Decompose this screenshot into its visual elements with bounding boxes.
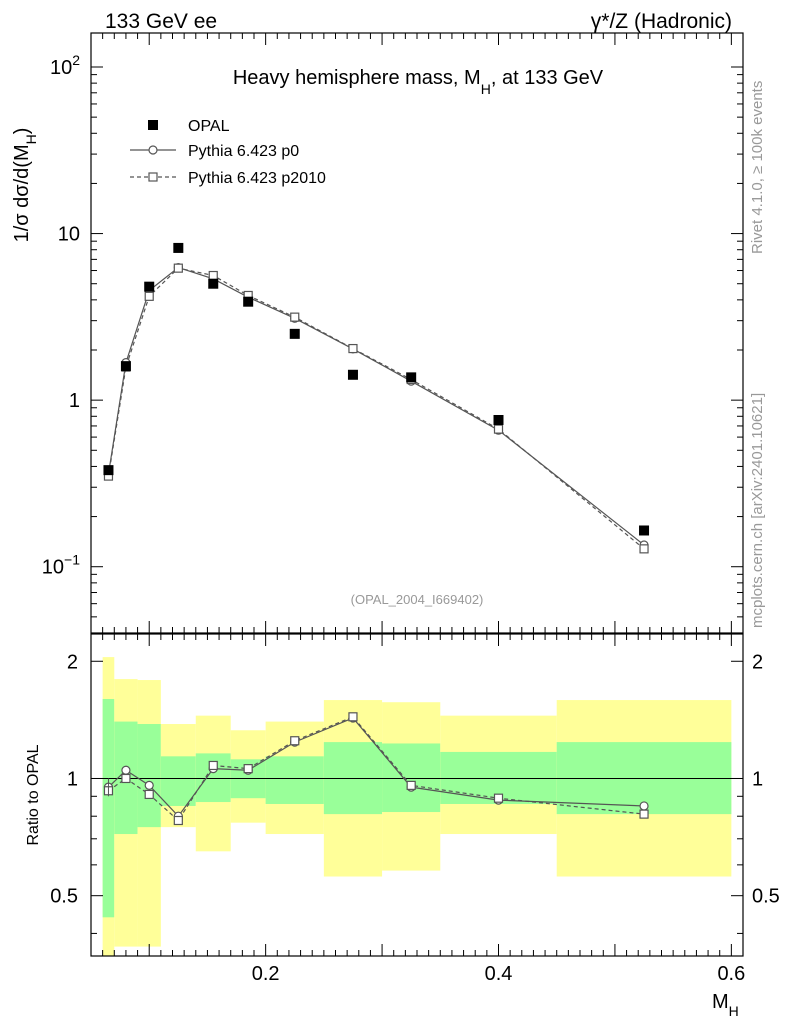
x-axis-label-text: M <box>712 991 729 1013</box>
ratio-y-tick-label-right: 0.5 <box>752 886 780 908</box>
legend-marker-pythia-p0 <box>148 145 158 155</box>
ratio-band-inner-8 <box>382 743 441 813</box>
top-point-opal <box>406 372 417 383</box>
main-title-text: Heavy hemisphere mass, M <box>233 67 481 89</box>
legend-label-2: Pythia 6.423 p2010 <box>188 170 326 187</box>
source-label: mcplots.cern.ch [arXiv:2401.10621] <box>749 393 766 628</box>
rivet-version-label: Rivet 4.1.0, ≥ 100k events <box>749 81 766 254</box>
ratio-y-tick-label-left: 2 <box>67 651 78 673</box>
ratio-y-label: Ratio to OPAL <box>25 744 42 845</box>
header-right-label: γ*/Z (Hadronic) <box>591 10 732 33</box>
legend-label-0: OPAL <box>188 118 230 135</box>
ratio-point-pythia-p0 <box>639 801 649 811</box>
top-point-opal <box>639 525 650 536</box>
top-point-opal <box>243 296 254 307</box>
x-axis-label: MH <box>712 991 739 1019</box>
top-y-label-subscript: H <box>23 134 39 144</box>
main-title-suffix: , at 133 GeV <box>491 67 604 89</box>
top-point-opal <box>120 361 131 372</box>
ratio-point-pythia-p0 <box>144 780 154 790</box>
top-point-opal <box>103 465 114 476</box>
top-y-tick-label: 1 <box>69 390 80 412</box>
legend-marker-opal <box>148 120 158 130</box>
top-y-tick-label: 102 <box>50 52 80 79</box>
x-tick-label: 0.6 <box>717 963 745 985</box>
ratio-band-inner-3 <box>160 756 196 806</box>
main-title: Heavy hemisphere mass, MH, at 133 GeV <box>233 67 604 97</box>
top-point-pythia-p2010 <box>173 263 183 273</box>
legend-marker-pythia-p2010 <box>148 172 158 182</box>
header-left-label: 133 GeV ee <box>105 10 217 33</box>
ratio-point-pythia-p2010 <box>406 780 416 790</box>
top-point-opal <box>493 414 504 425</box>
ratio-band-inner-2 <box>137 724 161 828</box>
top-point-opal <box>289 328 300 339</box>
ratio-point-pythia-p2010 <box>639 809 649 819</box>
top-point-pythia-p2010 <box>493 424 504 434</box>
top-point-pythia-p2010 <box>290 312 300 322</box>
top-point-pythia-p2010 <box>208 270 218 281</box>
top-y-tick-label-exp: 2 <box>72 52 80 68</box>
top-point-pythia-p2010 <box>639 544 649 554</box>
ratio-point-pythia-p2010 <box>208 760 218 771</box>
top-y-label-suffix: ) <box>11 128 33 135</box>
top-point-opal <box>173 242 184 253</box>
main-title-subscript: H <box>481 81 491 97</box>
ratio-point-pythia-p2010 <box>173 815 183 826</box>
x-tick-label: 0.4 <box>485 963 513 985</box>
ratio-point-pythia-p2010 <box>121 773 131 784</box>
top-point-pythia-p2010 <box>348 343 358 354</box>
x-axis-label-subscript: H <box>729 1003 739 1019</box>
ratio-band-inner-0 <box>102 699 115 918</box>
top-y-label-text: 1/σ dσ/d(M <box>11 144 33 242</box>
top-y-label: 1/σ dσ/d(MH) <box>11 128 39 243</box>
ratio-point-pythia-p2010 <box>290 736 300 746</box>
ratio-point-pythia-p2010 <box>348 712 358 722</box>
ratio-point-pythia-p2010 <box>493 793 504 803</box>
top-point-opal <box>144 281 155 292</box>
ratio-y-tick-label-left: 0.5 <box>50 886 78 908</box>
top-y-tick-label-base: 10 <box>42 557 64 579</box>
top-point-pythia-p2010 <box>144 291 154 301</box>
top-line-pythia-p2010 <box>107 267 645 550</box>
top-line-pythia-p0 <box>107 266 645 546</box>
analysis-tag: (OPAL_2004_I669402) <box>351 592 484 607</box>
top-y-tick-label: 10 <box>58 224 80 246</box>
top-y-tick-label-exp: −1 <box>64 552 80 568</box>
ratio-band-inner-4 <box>195 753 231 803</box>
top-point-opal <box>347 369 358 380</box>
ratio-y-tick-label-right: 1 <box>752 768 763 790</box>
top-y-tick-label: 10−1 <box>42 552 80 579</box>
ratio-point-pythia-p0 <box>121 765 131 775</box>
ratio-point-pythia-p2010 <box>144 789 154 800</box>
ratio-band-inner-6 <box>265 756 324 804</box>
ratio-point-pythia-p2010 <box>243 764 253 774</box>
legend-label-1: Pythia 6.423 p0 <box>188 143 299 160</box>
top-point-opal <box>208 278 219 289</box>
ratio-y-tick-label-left: 1 <box>67 768 78 790</box>
ratio-y-tick-label-right: 2 <box>752 651 763 673</box>
x-tick-label: 0.2 <box>252 963 280 985</box>
top-y-tick-label-base: 10 <box>50 57 72 79</box>
